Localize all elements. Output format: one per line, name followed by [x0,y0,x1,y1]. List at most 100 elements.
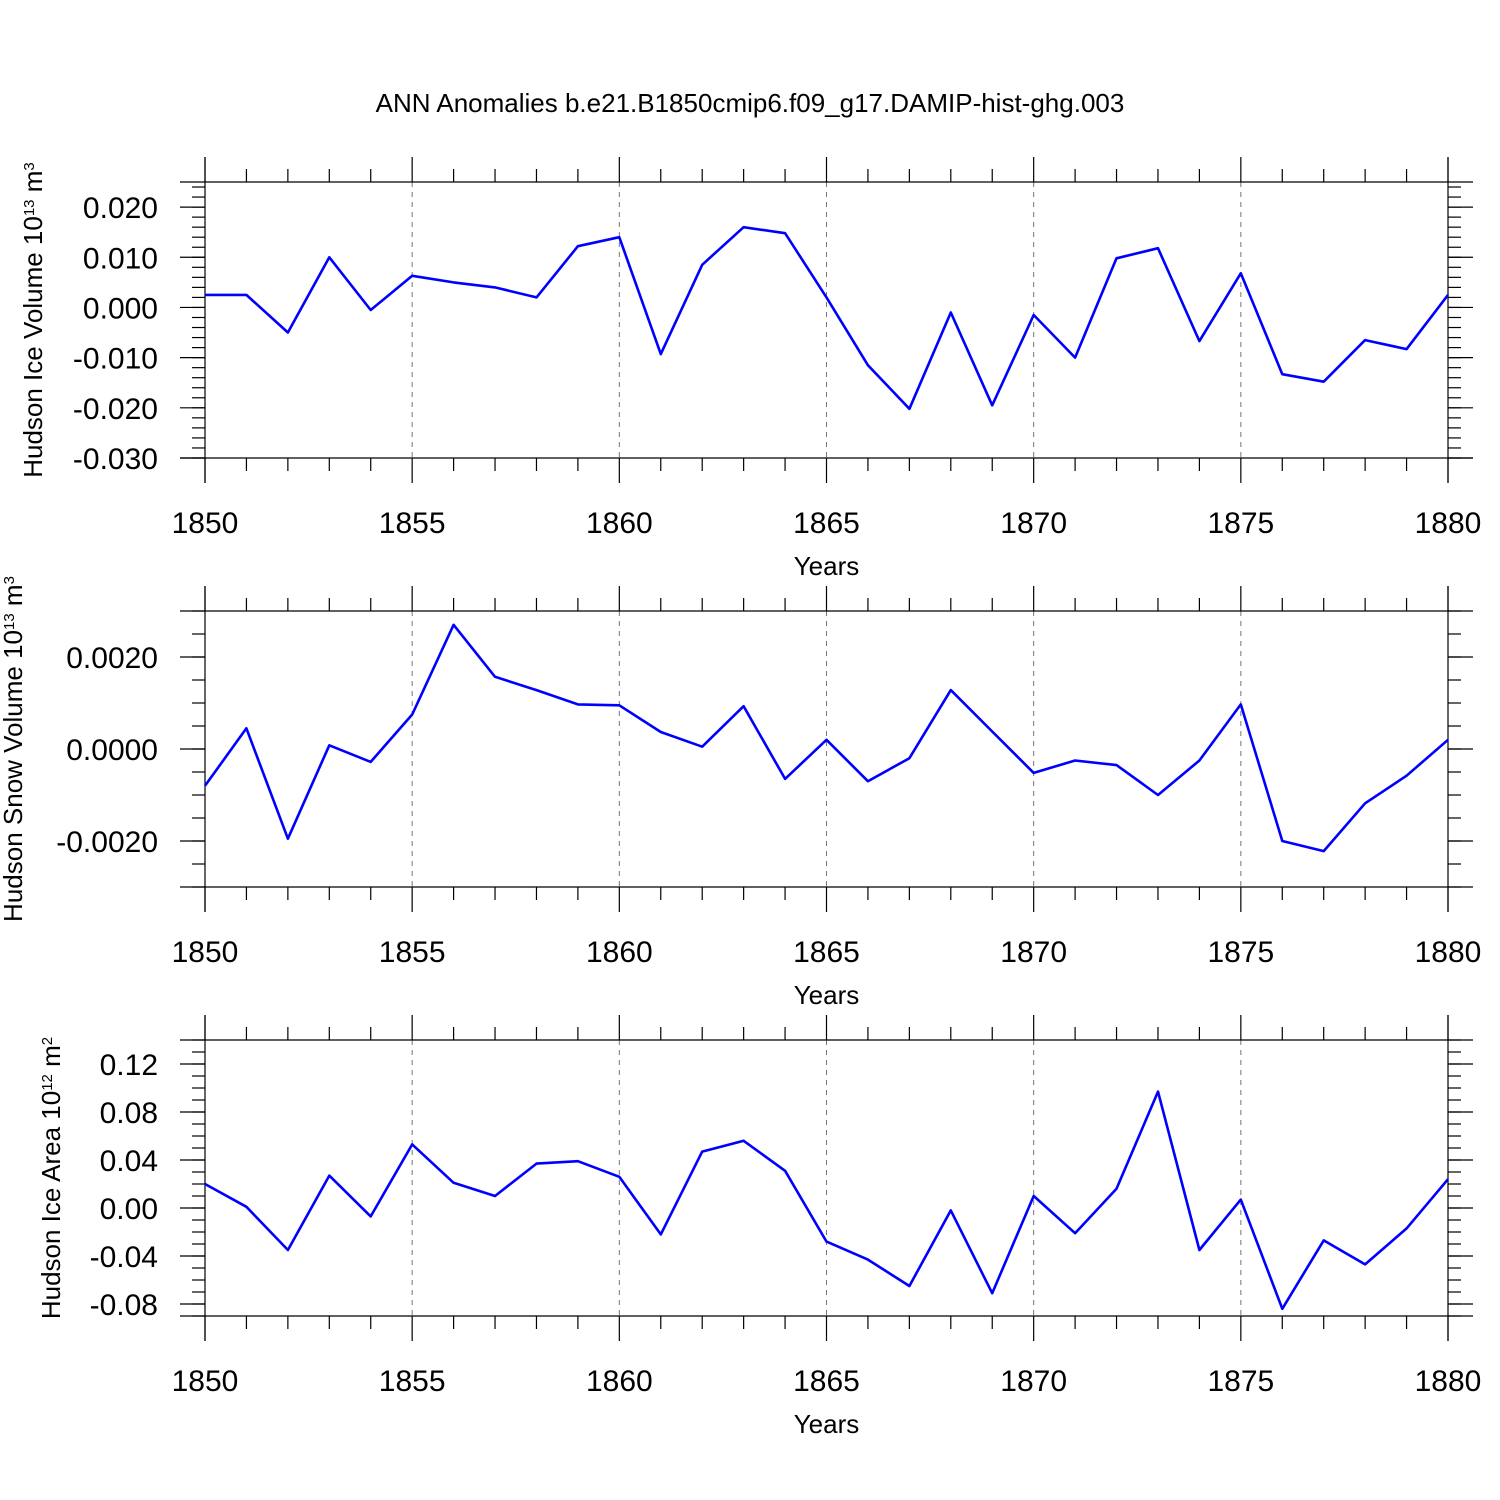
data-point [410,274,414,278]
y-axis-label-space [0,606,28,613]
data-point [576,1159,580,1163]
data-point [949,688,953,692]
data-point [203,784,207,788]
y-axis-title: Hudson Snow Volume 1013 m3 [0,576,28,922]
x-tick-label: 1850 [172,936,239,969]
data-point [949,311,953,315]
data-point [1363,1262,1367,1266]
data-point [493,675,497,679]
data-point [369,308,373,312]
data-point [866,779,870,783]
x-axis-title: Years [794,551,860,581]
data-point [452,280,456,284]
data-point [949,1208,953,1212]
data-point [1115,1187,1119,1191]
y-axis-label-exponent: 12 [39,1074,56,1091]
y-axis-unit: m [0,584,28,606]
data-point [907,407,911,411]
data-point [1073,759,1077,763]
data-point [1280,1307,1284,1311]
data-point [1197,759,1201,763]
y-tick-label: 0.000 [83,292,158,325]
data-point [1032,313,1036,317]
series-line [205,225,1450,411]
data-point [410,713,414,717]
data-point [990,730,994,734]
x-tick-label: 1880 [1415,936,1482,969]
data-point [866,363,870,367]
data-point [907,1284,911,1288]
data-point [452,1181,456,1185]
data-point [1446,738,1450,742]
data-point [783,777,787,781]
data-point [742,1139,746,1143]
data-point [1197,339,1201,343]
y-axis-label-text: Hudson Ice Volume 10 [18,216,48,478]
data-point [783,1169,787,1173]
data-point [1446,293,1450,297]
y-tick-label: 0.0020 [66,642,158,675]
data-point [1239,1198,1243,1202]
y-tick-label: -0.08 [90,1289,158,1322]
data-point [617,1175,621,1179]
data-point [617,235,621,239]
series-line [204,1090,1449,1311]
y-axis-label-exponent: 13 [1,613,18,630]
data-point [244,726,248,730]
data-point [203,1182,207,1186]
data-point [1239,702,1243,706]
data-point [1405,347,1409,351]
data-point [244,293,248,297]
data-point [203,293,207,297]
data-point [783,231,787,235]
y-axis-label-space [18,192,48,199]
y-tick-label: 0.020 [83,192,158,225]
data-point [1239,271,1243,275]
data-point [244,1205,248,1209]
data-point [1322,380,1326,384]
data-point [659,1232,663,1236]
data-point [1156,246,1160,250]
data-point [327,1174,331,1178]
data-point [286,331,290,335]
data-point [576,244,580,248]
x-tick-label: 1870 [1000,507,1067,540]
data-point [327,255,331,259]
x-tick-label: 1855 [379,936,446,969]
x-tick-label: 1865 [793,1365,860,1398]
x-axis-title: Years [794,1409,860,1439]
data-point [1115,763,1119,767]
data-point [535,295,539,299]
y-axis-unit: m [18,171,48,193]
data-point [1073,356,1077,360]
x-tick-label: 1865 [793,507,860,540]
data-point [659,730,663,734]
data-point [1032,1194,1036,1198]
y-axis-label-space [36,1067,66,1074]
data-point [990,1291,994,1295]
data-point [286,837,290,841]
data-point [410,1142,414,1146]
data-point [535,1162,539,1166]
x-tick-label: 1860 [586,507,653,540]
data-point [327,743,331,747]
data-point [576,702,580,706]
data-point [1405,774,1409,778]
y-tick-label: 0.04 [100,1145,158,1178]
y-axis-unit: m [36,1045,66,1067]
data-point [369,1214,373,1218]
data-point [825,295,829,299]
data-point [700,1150,704,1154]
x-tick-label: 1860 [586,936,653,969]
y-tick-label: -0.010 [73,343,158,376]
y-tick-label: 0.0000 [66,734,158,767]
data-point [659,352,663,356]
x-tick-label: 1850 [172,507,239,540]
x-tick-label: 1875 [1207,1365,1274,1398]
y-axis-label-text: Hudson Snow Volume 10 [0,630,28,922]
y-axis-title: Hudson Ice Volume 1013 m3 [18,162,48,478]
panel-1: -0.030 -0.020 -0.010 0.000 0.010 0.020 1850 185… [18,157,1481,581]
chart-title: ANN Anomalies b.e21.B1850cmip6.f09_g17.D… [376,88,1125,118]
data-point [700,263,704,267]
